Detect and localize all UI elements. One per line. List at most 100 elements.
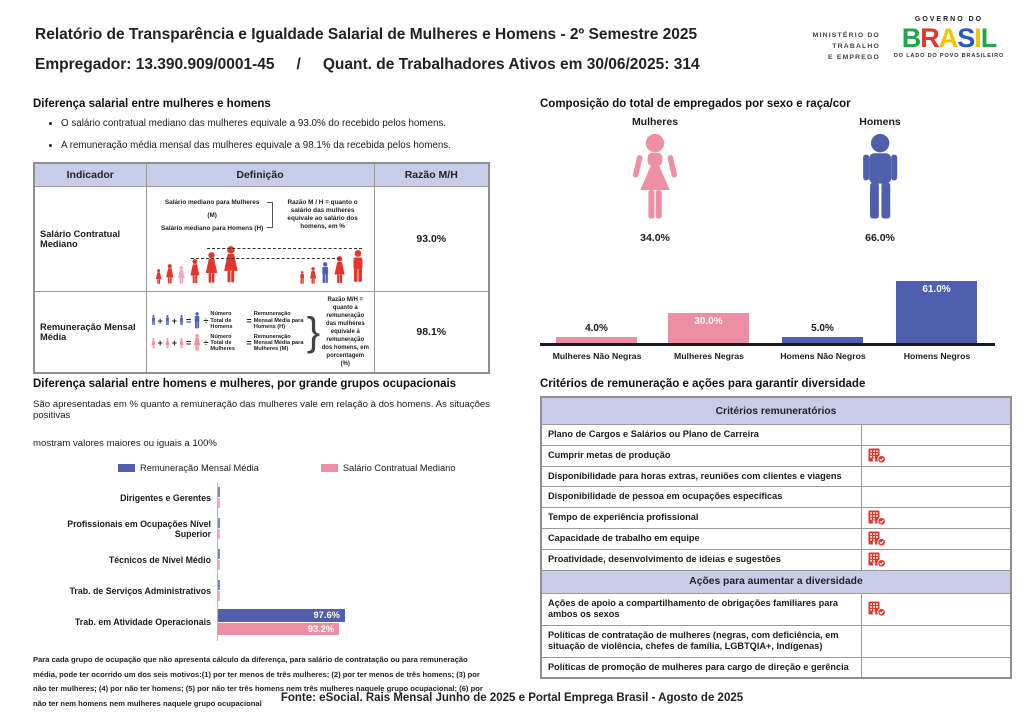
chart-footnote: Para cada grupo de ocupação que não apre… xyxy=(33,655,483,708)
gov-top-text: GOVERNO DO xyxy=(914,16,984,23)
table-row: Disponibilidade de pessoa em ocupações e… xyxy=(540,486,1012,508)
criteria-header-2: Ações para aumentar a diversidade xyxy=(540,569,1012,594)
person-icon xyxy=(165,263,175,285)
person-icon xyxy=(204,251,219,285)
section-subtitle: mostram valores maiores ou iguais a 100% xyxy=(33,438,217,449)
report-title: Relatório de Transparência e Igualdade S… xyxy=(35,26,698,43)
legend-swatch-pink xyxy=(320,464,338,472)
plus-sign: + xyxy=(157,338,163,349)
chart-row: Dirigentes e Gerentes xyxy=(33,483,515,513)
median-dash-line xyxy=(190,257,340,259)
criteria-label: Cumprir metas de produção xyxy=(540,444,862,467)
plus-sign: + xyxy=(171,338,178,349)
formula-label: Remuneração Mensal Média para Homens (H) xyxy=(253,311,304,331)
person-icon xyxy=(165,337,170,349)
criteria-value-cell xyxy=(860,548,1012,571)
governo-do-brasil-logo: GOVERNO DO BRASIL DO LADO DO POVO BRASIL… xyxy=(888,16,1010,59)
chart-row: Trab. em Atividade Operacionais 97.6% 93… xyxy=(33,607,515,637)
criteria-label: Proatividade, desenvolvimento de ideias … xyxy=(540,548,862,571)
company-check-icon xyxy=(868,510,1005,526)
zero-bar-stub xyxy=(218,529,220,539)
legend-label: Salário Contratual Mediano xyxy=(342,463,456,473)
person-icon xyxy=(350,249,366,285)
brace-shape: } xyxy=(306,310,321,354)
active-workers: Quant. de Trabalhadores Ativos em 30/06/… xyxy=(322,56,700,73)
chart-row: Profissionais em Ocupações Nível Superio… xyxy=(33,514,515,544)
criteria-label: Ações de apoio a compartilhamento de obr… xyxy=(540,592,862,626)
category-label: Trab. de Serviços Administrativos xyxy=(69,586,211,596)
ratio-note: Razão M/H = quanto a remuneração das mul… xyxy=(321,297,369,367)
person-icon xyxy=(151,337,156,349)
category-label: Homens Não Negros xyxy=(780,351,866,361)
criteria-section: Critérios de remuneração e ações para ga… xyxy=(540,378,1012,679)
section-title: Diferença salarial entre homens e mulher… xyxy=(33,378,457,390)
occupational-gap-section: Diferença salarial entre homens e mulher… xyxy=(33,378,515,711)
definition-line: Salário mediano para Mulheres (M) xyxy=(164,198,260,219)
col-header-indicador: Indicador xyxy=(33,162,147,187)
woman-icon xyxy=(595,133,715,225)
col-header-razao: Razão M/H xyxy=(373,162,490,187)
criteria-header-1: Critérios remuneratórios xyxy=(540,396,1012,425)
zero-bar-stub xyxy=(218,580,220,590)
chart-row: Trab. de Serviços Administrativos xyxy=(33,576,515,606)
category-label: Mulheres Não Negras xyxy=(552,351,642,361)
col-header-definicao: Definição xyxy=(145,162,375,187)
bar-remuneracao-media: 97.6% xyxy=(218,609,345,622)
zero-bar-stub xyxy=(218,591,220,601)
ministry-line: E EMPREGO xyxy=(828,54,880,61)
salary-gap-bullets: O salário contratual mediano das mulhere… xyxy=(61,118,488,151)
bullet-item: O salário contratual mediano das mulhere… xyxy=(61,118,488,129)
person-icon xyxy=(189,258,201,285)
female-label: Mulheres xyxy=(631,116,679,128)
person-icon xyxy=(309,266,317,285)
criteria-label: Disponibilidade para horas extras, reuni… xyxy=(540,465,862,487)
equals-sign: = xyxy=(246,315,252,326)
source-footer: Fonte: eSocial. Rais Mensal Junho de 202… xyxy=(280,692,744,704)
formula-men: + + = ÷ Número Total de Homens = Remuner… xyxy=(151,311,306,330)
table-row: Plano de Cargos e Salários ou Plano de C… xyxy=(540,424,1012,446)
person-icon xyxy=(299,270,305,285)
ratio-value: 98.1% xyxy=(373,291,490,374)
employer-id: Empregador: 13.390.909/0001-45 xyxy=(35,56,275,73)
chart-axis-line xyxy=(217,483,218,641)
zero-bar-stub xyxy=(218,498,220,508)
formula-label: Número Total de Homens xyxy=(210,311,233,331)
table-row: Proatividade, desenvolvimento de ideias … xyxy=(540,548,1012,571)
criteria-label: Tempo de experiência profissional xyxy=(540,506,862,529)
ministry-line: TRABALHO xyxy=(832,43,880,50)
male-percentage: 66.0% xyxy=(865,232,895,244)
ratio-value: 93.0% xyxy=(373,186,490,292)
bar-salario-mediano: 93.2% xyxy=(218,622,340,635)
report-header: Relatório de Transparência e Igualdade S… xyxy=(35,20,795,80)
criteria-value-cell xyxy=(860,444,1012,467)
ministry-logo: MINISTÉRIO DO TRABALHO E EMPREGO xyxy=(790,30,880,63)
chart-legend: Remuneração Mensal Média Salário Contrat… xyxy=(118,463,515,473)
criteria-label: Disponibilidade de pessoa em ocupações e… xyxy=(540,486,862,508)
equals-sign: = xyxy=(186,315,192,326)
table-row: Cumprir metas de produção xyxy=(540,444,1012,467)
person-icon xyxy=(179,315,184,326)
male-composition: Homens 66.0% xyxy=(820,116,940,244)
report-subtitle: Empregador: 13.390.909/0001-45 / Quant. de… xyxy=(35,50,795,80)
ministry-line: MINISTÉRIO DO xyxy=(812,32,880,39)
person-icon xyxy=(179,337,184,349)
criteria-label: Capacidade de trabalho em equipe xyxy=(540,527,862,550)
person-icon xyxy=(193,311,201,330)
category-label: Homens Negros xyxy=(903,351,971,361)
divide-sign: ÷ xyxy=(203,315,209,326)
male-label: Homens xyxy=(859,116,901,128)
criteria-value-cell xyxy=(860,527,1012,550)
table-row: Tempo de experiência profissional xyxy=(540,506,1012,529)
table-row: Políticas de contratação de mulheres (ne… xyxy=(540,624,1012,658)
person-icon xyxy=(165,315,170,326)
indicator-name: Remuneração Mensal Média xyxy=(33,291,147,374)
gov-bottom-text: DO LADO DO POVO BRASILEIRO xyxy=(893,53,1005,59)
person-icon xyxy=(222,245,240,285)
median-dash-line xyxy=(206,247,362,249)
median-definition-lines: Salário mediano para Mulheres (M) Salári… xyxy=(161,196,264,235)
category-label: Profissionais em Ocupações Nível Superio… xyxy=(67,519,211,539)
company-check-icon xyxy=(868,448,1005,464)
criteria-value-cell xyxy=(860,592,1012,626)
race-composition-bar-chart: 4.0% 30.0% 5.0% 61.0% Mulheres Não Negra… xyxy=(540,255,995,361)
equals-sign: = xyxy=(246,338,252,349)
